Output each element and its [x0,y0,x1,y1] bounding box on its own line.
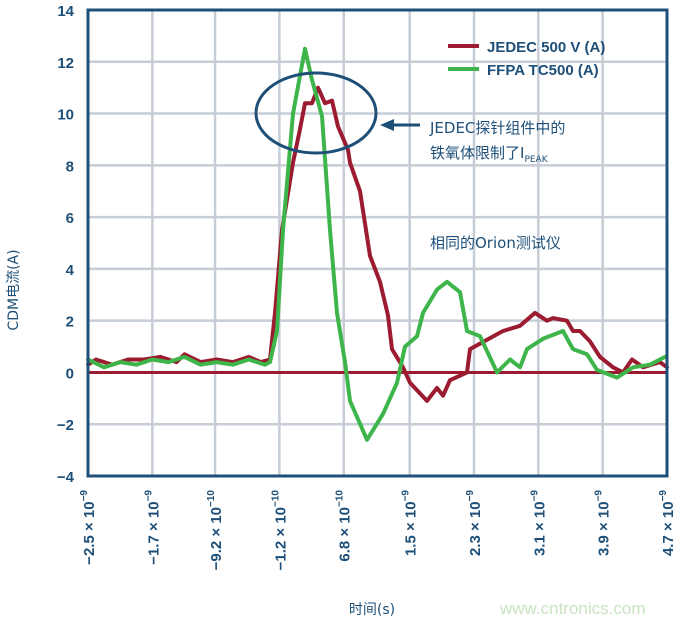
x-tick-mantissa: −1.2 × 10 [272,507,289,570]
x-tick-mantissa: 4.7 × 10 [660,501,677,556]
x-tick-exponent: −9 [529,490,540,502]
x-tick-mantissa: 3.1 × 10 [531,501,548,556]
y-tick-label: 12 [57,55,74,72]
series-line-ffpa [86,46,667,442]
y-tick-label: 4 [66,262,75,279]
x-tick-exponent: −9 [401,490,412,502]
y-tick-label: 6 [66,210,74,227]
x-tick-mantissa: 2.3 × 10 [467,501,484,556]
x-tick-exponent: −10 [335,490,346,507]
plot-frame [86,8,669,478]
y-tick-label: −4 [57,469,75,486]
annotation-line2-main: 铁氧体限制了I [430,144,524,162]
peak-annotation: JEDEC探针组件中的 铁氧体限制了IPEAK 相同的Orion测试仪 [254,71,565,252]
x-tick-mantissa: 1.5 × 10 [403,501,420,556]
y-axis-label: CDM电流(A) [6,249,22,330]
x-tick-label: −1.7 × 10−9 [143,490,162,565]
annotation-line2-sub: PEAK [524,155,548,165]
x-tick-label: 3.9 × 10−9 [594,490,613,556]
x-tick-exponent: −9 [143,490,154,502]
x-tick-label: 4.7 × 10−9 [658,490,677,556]
x-tick-mantissa: −2.5 × 10 [81,501,98,564]
x-tick-exponent: −9 [658,490,669,502]
x-tick-exponent: −9 [465,490,476,502]
x-tick-mantissa: 6.8 × 10 [337,507,354,562]
annotation-arrow-head [380,119,394,131]
x-tick-mantissa: 3.9 × 10 [596,501,613,556]
x-tick-exponent: −10 [206,490,217,507]
legend-label-ffpa: FFPA TC500 (A) [487,62,599,79]
x-tick-exponent: −9 [79,490,90,502]
series-line-jedec [86,85,669,403]
grid [86,8,669,478]
y-tick-label: 14 [57,3,74,20]
series-group [86,46,669,442]
x-tick-mantissa: −1.7 × 10 [145,501,162,564]
x-tick-label: 6.8 × 10−10 [335,490,354,562]
x-tick-exponent: −10 [270,490,281,507]
y-tick-label: 0 [66,365,74,382]
peak-ellipse [254,71,378,155]
x-tick-label: 2.3 × 10−9 [465,490,484,556]
x-tick-exponent: −9 [594,490,605,502]
legend: JEDEC 500 V (A) FFPA TC500 (A) [448,39,605,79]
annotation-line1: JEDEC探针组件中的 [429,119,565,137]
y-tick-label: 2 [66,314,74,331]
x-axis-label: 时间(s) [349,602,395,618]
y-tick-label: −2 [57,417,74,434]
legend-label-jedec: JEDEC 500 V (A) [487,39,605,56]
y-tick-label: 8 [66,158,74,175]
x-tick-label: 1.5 × 10−9 [401,490,420,556]
annotation-line2: 铁氧体限制了IPEAK [430,144,549,165]
x-tick-labels: −2.5 × 10−9−1.7 × 10−9−9.2 × 10−10−1.2 ×… [79,490,677,571]
y-tick-labels: 14 12 10 8 6 4 2 0 −2 −4 [57,3,75,486]
x-tick-label: −1.2 × 10−10 [270,490,289,571]
y-tick-label: 10 [57,107,74,124]
x-tick-mantissa: −9.2 × 10 [208,507,225,570]
x-tick-label: 3.1 × 10−9 [529,490,548,556]
annotation-orion: 相同的Orion测试仪 [430,234,561,252]
watermark: www.cntronics.com [499,599,645,618]
x-tick-label: −9.2 × 10−10 [206,490,225,571]
x-tick-label: −2.5 × 10−9 [79,490,98,565]
